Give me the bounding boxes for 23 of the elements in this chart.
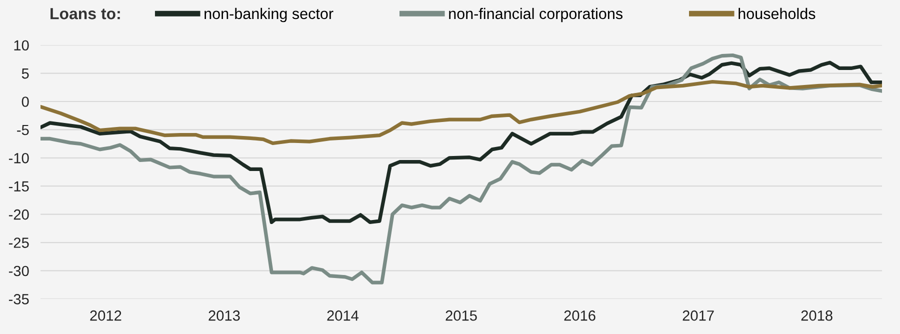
legend-label: non-financial corporations: [449, 8, 622, 22]
y-tick-label: -15: [8, 181, 29, 192]
y-tick-label: 0: [22, 96, 29, 107]
x-tick-label: 2014: [327, 310, 359, 321]
y-tick-label: -20: [8, 209, 29, 220]
legend-label: non-banking sector: [204, 8, 334, 22]
y-tick-label: -10: [8, 153, 29, 164]
x-tick-label: 2015: [446, 310, 477, 321]
x-tick-label: 2013: [208, 310, 240, 321]
x-tick-label: 2018: [801, 310, 832, 321]
y-tick-label: 5: [22, 68, 29, 79]
line-series: [40, 80, 882, 146]
line-series: [40, 60, 882, 224]
x-tick-label: 2012: [90, 310, 122, 321]
y-tick-label: 10: [14, 40, 29, 51]
legend-title: Loans to:: [50, 8, 120, 20]
y-tick-label: -25: [8, 238, 29, 248]
x-tick-label: 2017: [682, 310, 714, 321]
y-tick-label: -30: [8, 266, 29, 276]
x-tick-label: 2016: [564, 310, 596, 321]
y-tick-label: -5: [17, 124, 29, 136]
y-tick-label: -35: [8, 294, 29, 304]
legend-label: households: [738, 8, 816, 20]
